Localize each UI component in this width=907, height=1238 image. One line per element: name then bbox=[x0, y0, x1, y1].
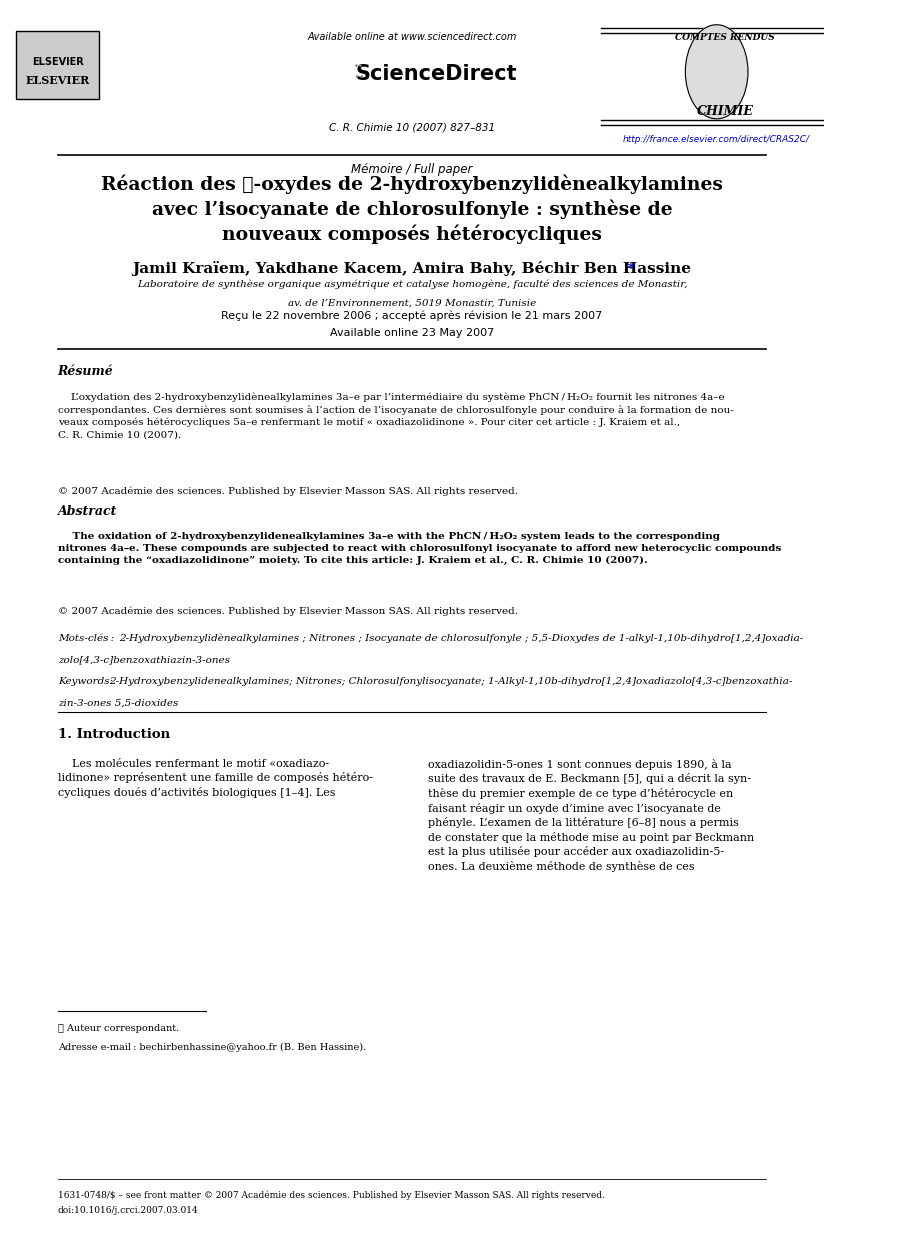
Text: © 2007 Académie des sciences. Published by Elsevier Masson SAS. All rights reser: © 2007 Académie des sciences. Published … bbox=[58, 487, 518, 496]
Circle shape bbox=[686, 25, 748, 119]
Text: Jamil Kraïem, Yakdhane Kacem, Amira Bahy, Béchir Ben Hassine: Jamil Kraïem, Yakdhane Kacem, Amira Bahy… bbox=[132, 261, 691, 276]
Text: av. de l’Environnement, 5019 Monastir, Tunisie: av. de l’Environnement, 5019 Monastir, T… bbox=[288, 298, 536, 308]
Text: 2-Hydroxybenzylidenealkylamines; Nitrones; Chlorosulfonylisocyanate; 1-Alkyl-1,1: 2-Hydroxybenzylidenealkylamines; Nitrone… bbox=[109, 677, 792, 686]
Text: nouveaux composés hétérocycliques: nouveaux composés hétérocycliques bbox=[222, 224, 602, 244]
Text: ★ Auteur correspondant.: ★ Auteur correspondant. bbox=[58, 1024, 179, 1032]
Text: Les molécules renfermant le motif «oxadiazo-
lidinone» représentent une famille : Les molécules renfermant le motif «oxadi… bbox=[58, 759, 373, 799]
Text: 1631-0748/$ – see front matter © 2007 Académie des sciences. Published by Elsevi: 1631-0748/$ – see front matter © 2007 Ac… bbox=[58, 1191, 605, 1201]
FancyBboxPatch shape bbox=[16, 31, 99, 99]
Text: COMPTES RENDUS: COMPTES RENDUS bbox=[675, 32, 775, 42]
Text: Available online 23 May 2007: Available online 23 May 2007 bbox=[330, 328, 494, 338]
Text: zolo[4,3-c]benzoxathiazin-3-ones: zolo[4,3-c]benzoxathiazin-3-ones bbox=[58, 655, 229, 664]
Text: Available online at www.sciencedirect.com: Available online at www.sciencedirect.co… bbox=[307, 32, 517, 42]
Text: Reçu le 22 novembre 2006 ; accepté après révision le 21 mars 2007: Reçu le 22 novembre 2006 ; accepté après… bbox=[221, 311, 602, 321]
Text: ELSEVIER: ELSEVIER bbox=[32, 57, 83, 67]
Text: avec l’isocyanate de chlorosulfonyle : synthèse de: avec l’isocyanate de chlorosulfonyle : s… bbox=[151, 199, 672, 219]
Text: http://france.elsevier.com/direct/CRAS2C/: http://france.elsevier.com/direct/CRAS2C… bbox=[623, 135, 810, 145]
Text: Mémoire / Full paper: Mémoire / Full paper bbox=[351, 163, 473, 176]
Text: ScienceDirect: ScienceDirect bbox=[356, 64, 517, 84]
Text: C. R. Chimie 10 (2007) 827–831: C. R. Chimie 10 (2007) 827–831 bbox=[329, 123, 495, 132]
Text: The oxidation of 2-hydroxybenzylidenealkylamines 3a–e with the PhCN / H₂O₂ syste: The oxidation of 2-hydroxybenzylidenealk… bbox=[58, 532, 781, 565]
Text: ••
 ••: •• •• bbox=[352, 62, 365, 82]
Text: CHIMIE: CHIMIE bbox=[697, 105, 754, 118]
Text: © 2007 Académie des sciences. Published by Elsevier Masson SAS. All rights reser: © 2007 Académie des sciences. Published … bbox=[58, 607, 518, 617]
Text: oxadiazolidin-5-ones 1 sont connues depuis 1890, à la
suite des travaux de E. Be: oxadiazolidin-5-ones 1 sont connues depu… bbox=[428, 759, 755, 872]
Text: zin-3-ones 5,5-dioxides: zin-3-ones 5,5-dioxides bbox=[58, 698, 178, 707]
Text: 1. Introduction: 1. Introduction bbox=[58, 728, 170, 742]
Text: doi:10.1016/j.crci.2007.03.014: doi:10.1016/j.crci.2007.03.014 bbox=[58, 1206, 199, 1214]
Text: *: * bbox=[626, 261, 634, 276]
Text: Abstract: Abstract bbox=[58, 505, 117, 519]
Text: Mots-clés :: Mots-clés : bbox=[58, 634, 117, 643]
Text: Réaction des ℱ-oxydes de 2-hydroxybenzylidènealkylamines: Réaction des ℱ-oxydes de 2-hydroxybenzyl… bbox=[101, 175, 723, 194]
Text: Keywords:: Keywords: bbox=[58, 677, 116, 686]
Text: ELSEVIER: ELSEVIER bbox=[25, 76, 90, 85]
Text: 2-Hydroxybenzylidènealkylamines ; Nitrones ; Isocyanate de chlorosulfonyle ; 5,5: 2-Hydroxybenzylidènealkylamines ; Nitron… bbox=[120, 634, 804, 644]
Text: Résumé: Résumé bbox=[58, 365, 113, 379]
Text: L’oxydation des 2-hydroxybenzylidènealkylamines 3a–e par l’intermédiaire du syst: L’oxydation des 2-hydroxybenzylidènealky… bbox=[58, 392, 734, 439]
Text: Adresse e-mail : bechirbenhassine@yahoo.fr (B. Ben Hassine).: Adresse e-mail : bechirbenhassine@yahoo.… bbox=[58, 1042, 366, 1051]
Text: Laboratoire de synthèse organique asymétrique et catalyse homogène, faculté des : Laboratoire de synthèse organique asymét… bbox=[137, 280, 688, 290]
